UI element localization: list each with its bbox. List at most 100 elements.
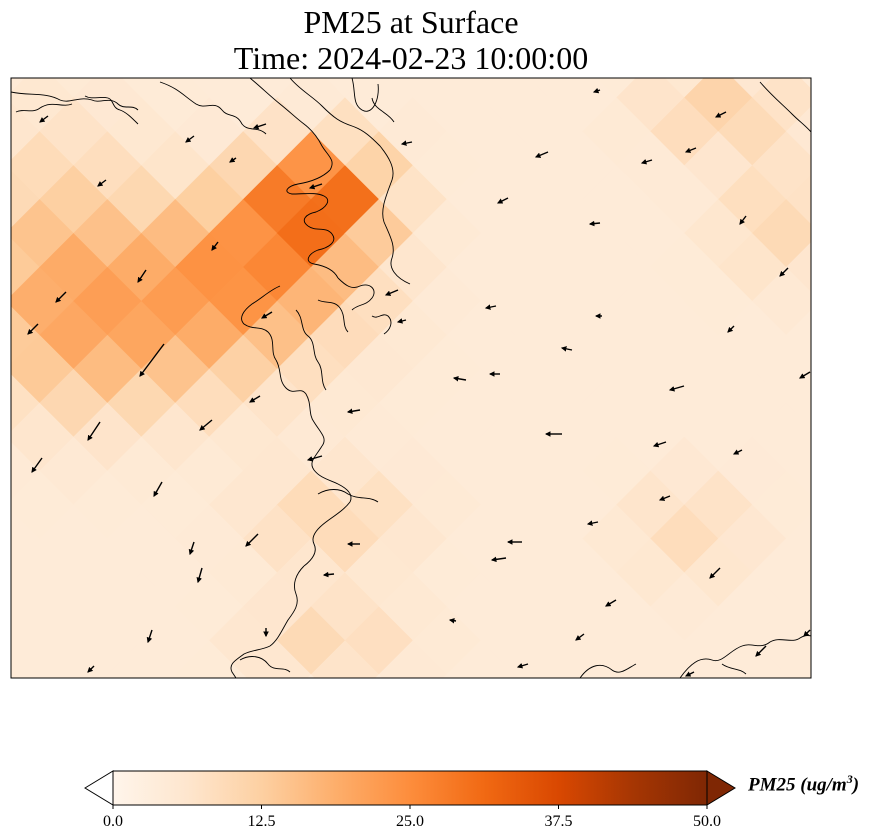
wind-arrow <box>452 375 467 382</box>
wind-arrow <box>39 115 49 123</box>
field-cell <box>106 640 176 678</box>
wind-arrow <box>668 385 685 392</box>
field-cell <box>683 674 753 678</box>
colorbar-title: PM25 (ug/m3) <box>748 772 860 796</box>
wind-arrow <box>97 179 107 187</box>
wind-arrow <box>658 495 671 501</box>
wind-arrow <box>308 183 323 190</box>
field-cell <box>276 674 346 678</box>
wind-arrow <box>490 556 507 563</box>
field-cell <box>819 539 884 608</box>
wind-arrow <box>799 371 811 379</box>
field-cell <box>73 0 142 65</box>
wind-arrow <box>400 140 413 146</box>
field-cell <box>615 674 686 678</box>
wind-arrow <box>534 151 549 158</box>
wind-arrow <box>27 323 39 335</box>
wind-vectors <box>27 87 811 677</box>
wind-arrow <box>252 123 267 130</box>
wind-arrow <box>196 567 203 584</box>
colorbar-tick-label: 25.0 <box>396 813 424 830</box>
colorbar: 0.0 12.5 25.0 37.5 50.0 <box>84 770 736 830</box>
wind-arrow <box>803 629 811 637</box>
field-cell <box>208 674 278 678</box>
field-cell <box>344 0 413 65</box>
field-cell <box>513 640 584 678</box>
wind-arrow <box>245 533 259 547</box>
field-cell <box>479 674 550 678</box>
field-cell <box>819 0 884 65</box>
field-cell <box>819 335 884 404</box>
wind-arrow <box>684 147 697 153</box>
field-cell <box>5 0 74 65</box>
wind-arrow <box>229 157 237 163</box>
wind-arrow <box>137 269 147 283</box>
wind-arrow <box>709 567 721 579</box>
field-cell <box>751 0 820 65</box>
field-cell <box>11 640 41 678</box>
wind-arrow <box>31 457 43 473</box>
field-cell <box>819 606 884 675</box>
wind-arrow <box>755 645 767 657</box>
colorbar-tick-label: 50.0 <box>693 813 721 830</box>
wind-arrow <box>153 481 163 497</box>
wind-arrow <box>87 665 95 673</box>
field-cell <box>0 63 6 132</box>
colorbar-tick-label: 37.5 <box>545 813 573 830</box>
wind-arrow <box>714 111 727 118</box>
field-cell <box>38 640 109 678</box>
field-cell <box>0 539 6 608</box>
field-cell <box>751 674 811 678</box>
wind-arrow <box>188 541 195 556</box>
field-cell <box>480 0 549 65</box>
field-cell <box>819 674 884 743</box>
field-cell <box>174 640 244 678</box>
wind-arrow <box>322 571 335 578</box>
colorbar-tick-label: 12.5 <box>248 813 276 830</box>
field-cell <box>616 0 685 65</box>
field-cell <box>344 674 414 678</box>
field-cell <box>72 674 143 678</box>
wind-arrow <box>586 520 599 526</box>
coastline <box>11 78 811 678</box>
field-cell <box>547 674 618 678</box>
wind-arrow <box>211 241 219 251</box>
wind-arrow <box>199 419 213 431</box>
wind-arrow <box>346 408 361 415</box>
field-cell <box>581 640 652 678</box>
wind-arrow <box>87 421 101 441</box>
wind-arrow <box>592 87 601 94</box>
field-cell <box>0 606 6 675</box>
field-cell <box>717 640 787 678</box>
colorbar-over-extension <box>706 770 736 806</box>
field-cell <box>819 267 884 336</box>
wind-arrow <box>261 311 273 319</box>
wind-arrow <box>396 318 407 324</box>
field-cell <box>819 403 884 472</box>
wind-arrow <box>588 220 601 227</box>
field-cell <box>819 131 884 200</box>
wind-arrow <box>560 346 573 352</box>
wind-arrow <box>605 599 617 607</box>
field-cell <box>11 674 75 678</box>
wind-arrow <box>484 304 497 310</box>
wind-arrow <box>249 395 261 403</box>
field-cell <box>0 403 6 472</box>
wind-arrow <box>640 159 653 165</box>
wind-arrow <box>727 325 735 333</box>
field-cell <box>785 640 811 678</box>
field-cell <box>140 674 210 678</box>
field-cell <box>819 63 884 132</box>
map-frame <box>10 77 812 679</box>
field-cell <box>0 131 6 200</box>
wind-arrow <box>732 449 743 455</box>
colorbar-tick-label: 0.0 <box>103 813 123 830</box>
wind-arrow <box>146 629 153 644</box>
wind-arrow <box>139 343 165 377</box>
field-cell <box>0 471 6 540</box>
field-cell <box>819 199 884 268</box>
colorbar-body <box>112 770 708 806</box>
wind-arrow <box>185 135 195 143</box>
wind-arrow <box>684 671 695 677</box>
